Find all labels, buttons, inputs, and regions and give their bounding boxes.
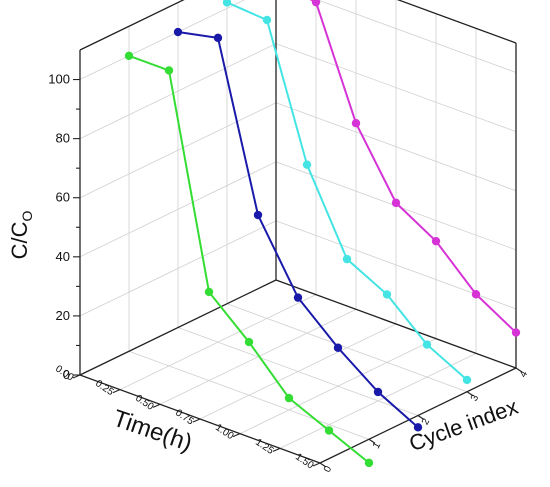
time-tick xyxy=(272,447,281,452)
data-point xyxy=(422,340,432,349)
cycle-tick-label: 4 xyxy=(518,369,531,379)
data-point xyxy=(173,27,183,37)
data-point xyxy=(342,254,352,264)
series-cycle-1 xyxy=(124,51,374,468)
grid-layer xyxy=(79,0,517,464)
time-tick xyxy=(232,433,241,438)
data-point xyxy=(431,236,441,246)
cycle-tick xyxy=(515,367,523,373)
time-tick-label: 1.50 xyxy=(293,451,316,471)
series-cycle-3 xyxy=(222,0,472,385)
data-point xyxy=(351,118,361,128)
time-tick-label: 1.25 xyxy=(253,437,276,457)
floor-grid-line xyxy=(177,327,419,416)
frame-edge xyxy=(396,0,517,44)
time-tick xyxy=(112,389,121,394)
cycle-tick xyxy=(368,438,376,444)
data-point xyxy=(511,328,521,337)
y-axis-label-main: C/C xyxy=(7,221,32,259)
y-tick-label: 40 xyxy=(56,249,70,264)
cycle-tick xyxy=(466,391,474,397)
y-tick-label: 100 xyxy=(48,72,70,87)
data-point xyxy=(391,198,401,208)
time-tick xyxy=(192,418,201,423)
y-tick-label: 20 xyxy=(56,308,70,323)
series-layer xyxy=(124,0,521,468)
y-axis-label-sub: O xyxy=(19,211,35,222)
frame-edge xyxy=(275,279,517,369)
data-point xyxy=(284,393,294,403)
data-point xyxy=(124,51,134,60)
data-point xyxy=(213,33,223,43)
data-point xyxy=(293,293,303,302)
frame-edge xyxy=(79,0,185,51)
time-tick-label: 0.50 xyxy=(133,393,156,413)
cycle-tick xyxy=(319,462,327,468)
data-point xyxy=(471,290,481,299)
data-point xyxy=(413,423,423,432)
cycle-tick-label: 3 xyxy=(469,393,482,403)
y-tick-label: 60 xyxy=(56,190,70,205)
y-axis-label: C/CO xyxy=(7,211,35,260)
cycle-tick-label: 2 xyxy=(420,416,433,426)
frame-edge xyxy=(79,279,277,376)
y-tick-label: 80 xyxy=(56,131,70,146)
data-point xyxy=(164,66,174,75)
cycle-axis-label: Cycle index xyxy=(406,394,521,456)
data-point xyxy=(244,337,254,347)
data-point xyxy=(311,0,321,7)
y-tick-label: 0 xyxy=(63,367,70,382)
time-tick-label: 0.25 xyxy=(93,378,116,398)
series-line xyxy=(177,31,419,429)
time-tick xyxy=(72,374,81,379)
data-point xyxy=(302,160,312,169)
cycle-tick-label: 1 xyxy=(371,440,384,450)
cycle-tick-label: 0 xyxy=(322,464,335,474)
axes-frame xyxy=(79,0,517,464)
data-point xyxy=(373,387,383,397)
data-point xyxy=(364,458,374,468)
cycle-tick xyxy=(417,415,425,420)
time-tick xyxy=(312,462,321,467)
time-tick-label: 1.00 xyxy=(213,422,236,442)
series-cycle-4 xyxy=(309,0,521,337)
data-point xyxy=(462,375,472,385)
data-point xyxy=(382,290,392,299)
data-point xyxy=(333,343,343,352)
time-tick xyxy=(152,403,161,408)
series-line xyxy=(226,1,468,381)
data-point xyxy=(222,0,232,7)
data-point xyxy=(253,210,263,220)
data-point xyxy=(204,287,214,297)
floor-grid-line xyxy=(226,303,468,393)
series-cycle-2 xyxy=(173,27,423,432)
data-point xyxy=(262,15,272,25)
data-point xyxy=(324,426,334,435)
floor-grid-line xyxy=(128,350,370,440)
